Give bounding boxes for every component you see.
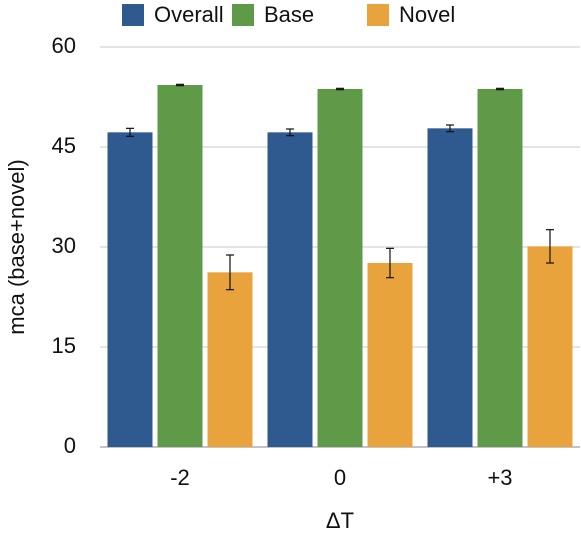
x-tick-label: +3 — [487, 465, 512, 490]
bar — [317, 89, 363, 447]
bar — [157, 85, 203, 447]
error-bar — [446, 124, 454, 133]
bar — [207, 272, 253, 447]
y-tick-label: 30 — [52, 233, 76, 258]
error-bar — [386, 247, 394, 279]
y-tick-label: 0 — [64, 433, 76, 458]
bar — [427, 128, 473, 448]
x-axis-label: ΔT — [326, 508, 354, 533]
error-bar — [336, 87, 344, 91]
legend-swatch — [367, 4, 389, 26]
bar — [527, 246, 573, 447]
x-tick-label: 0 — [334, 465, 346, 490]
legend-label: Overall — [154, 2, 224, 27]
bar — [367, 263, 413, 447]
legend-label: Base — [264, 2, 314, 27]
error-bar — [126, 127, 134, 137]
bar — [477, 89, 523, 447]
legend-swatch — [232, 4, 254, 26]
error-bar — [546, 229, 554, 264]
error-bar — [226, 254, 234, 291]
legend-label: Novel — [399, 2, 455, 27]
error-bar — [176, 83, 184, 87]
x-tick-label: -2 — [170, 465, 190, 490]
error-bar — [496, 87, 504, 91]
legend-swatch — [122, 4, 144, 26]
bar — [267, 132, 313, 448]
error-bar — [286, 128, 294, 137]
y-tick-label: 60 — [52, 33, 76, 58]
bar — [107, 132, 153, 448]
y-axis-label: mca (base+novel) — [4, 159, 29, 334]
y-tick-label: 45 — [52, 133, 76, 158]
y-tick-label: 15 — [52, 333, 76, 358]
